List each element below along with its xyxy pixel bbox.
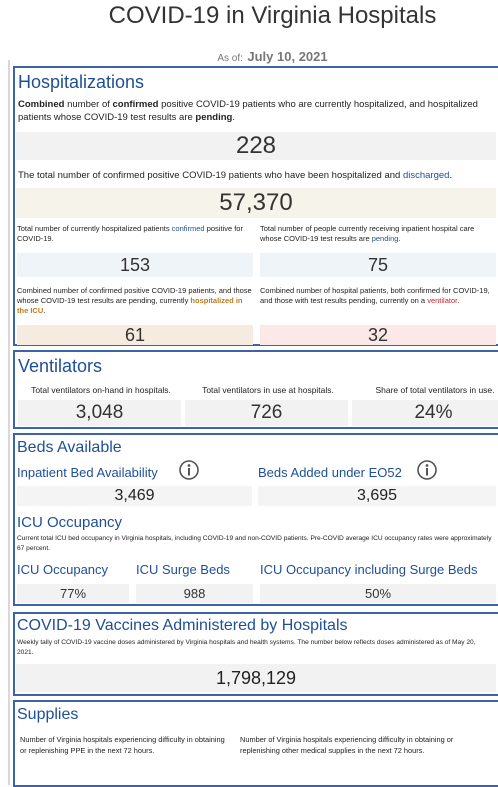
text: The total number of confirmed positive C… xyxy=(18,170,403,181)
description: Current total ICU bed occupancy in Virgi… xyxy=(17,535,492,552)
label: ICU Occupancy xyxy=(17,562,109,577)
value: 77% xyxy=(17,584,129,603)
label: Beds Added under EO52 xyxy=(258,465,402,480)
value: 726 xyxy=(185,400,348,426)
section-title: Supplies xyxy=(17,706,79,723)
label: Inpatient Bed Availability xyxy=(17,465,158,480)
text: . xyxy=(43,306,46,315)
description: Combined number of confirmed positive CO… xyxy=(18,98,478,124)
value: 75 xyxy=(260,253,496,277)
text: Combined number of confirmed positive CO… xyxy=(17,286,252,305)
value: 153 xyxy=(17,253,253,277)
value: 24% xyxy=(352,400,498,426)
as-of-label: As of: xyxy=(217,53,243,64)
description: The total number of confirmed positive C… xyxy=(18,169,478,182)
value: 3,469 xyxy=(17,486,252,506)
text: . xyxy=(232,112,236,123)
text: confirmed xyxy=(171,224,205,233)
value: 988 xyxy=(136,584,253,603)
section-title: ICU Occupancy xyxy=(17,514,123,531)
description: Total number of people currently receivi… xyxy=(260,224,492,244)
description: Combined number of confirmed positive CO… xyxy=(17,286,253,316)
section-title: Hospitalizations xyxy=(18,72,145,92)
text: positive COVID-19 patients who are curre… xyxy=(18,99,478,123)
text: Combined xyxy=(18,99,65,110)
text: . xyxy=(398,234,401,243)
value: 1,798,129 xyxy=(16,664,496,692)
label: Total ventilators on-hand in hospitals. xyxy=(31,385,171,395)
beds-panel xyxy=(13,433,498,606)
description: Number of Virginia hospitals experiencin… xyxy=(20,735,225,755)
text: . xyxy=(449,170,453,181)
text: positive for COVID-19. xyxy=(17,224,243,243)
text: discharged xyxy=(402,170,450,181)
text: Total number of people currently receivi… xyxy=(260,224,475,243)
section-title: Beds Available xyxy=(17,439,122,456)
description: Combined number of hospital patients, bo… xyxy=(260,286,494,306)
value: 57,370 xyxy=(16,188,496,218)
text: confirmed xyxy=(112,99,159,110)
label: Total ventilators in use at hospitals. xyxy=(202,385,334,395)
section-title: Ventilators xyxy=(18,356,103,376)
info-icon[interactable] xyxy=(416,459,438,481)
text: pending xyxy=(371,234,399,243)
value: 50% xyxy=(260,584,496,603)
value: 32 xyxy=(260,325,496,345)
text: hospitalized in the ICU xyxy=(17,296,243,315)
description: Number of Virginia hospitals experiencin… xyxy=(240,735,454,755)
label: ICU Surge Beds xyxy=(136,562,230,577)
description: Weekly tally of COVID-19 vaccine doses a… xyxy=(17,639,476,656)
text: number of xyxy=(64,99,113,110)
value: 228 xyxy=(16,132,496,160)
description: Total number of currently hospitalized p… xyxy=(17,224,247,244)
section-title: COVID-19 Vaccines Administered by Hospit… xyxy=(17,617,348,634)
left-rule xyxy=(8,60,10,785)
text: Combined number of hospital patients, bo… xyxy=(260,286,490,305)
ventilators-panel xyxy=(13,350,498,429)
as-of: As of: July 10, 2021 xyxy=(40,48,498,66)
label: ICU Occupancy including Surge Beds xyxy=(260,562,478,577)
vaccines-panel xyxy=(13,612,498,696)
text: ventilator xyxy=(427,296,458,305)
value: 61 xyxy=(17,325,253,345)
page-title: COVID-19 in Virginia Hospitals xyxy=(108,2,437,29)
as-of-date: July 10, 2021 xyxy=(247,49,328,64)
text: Total number of currently hospitalized p… xyxy=(17,224,172,233)
text: . xyxy=(457,296,460,305)
hospitalizations-panel xyxy=(13,66,498,346)
value: 3,695 xyxy=(258,486,496,506)
text: pending xyxy=(195,112,233,123)
value: 3,048 xyxy=(18,400,181,426)
label: Share of total ventilators in use. xyxy=(375,385,495,395)
info-icon[interactable] xyxy=(178,459,200,481)
